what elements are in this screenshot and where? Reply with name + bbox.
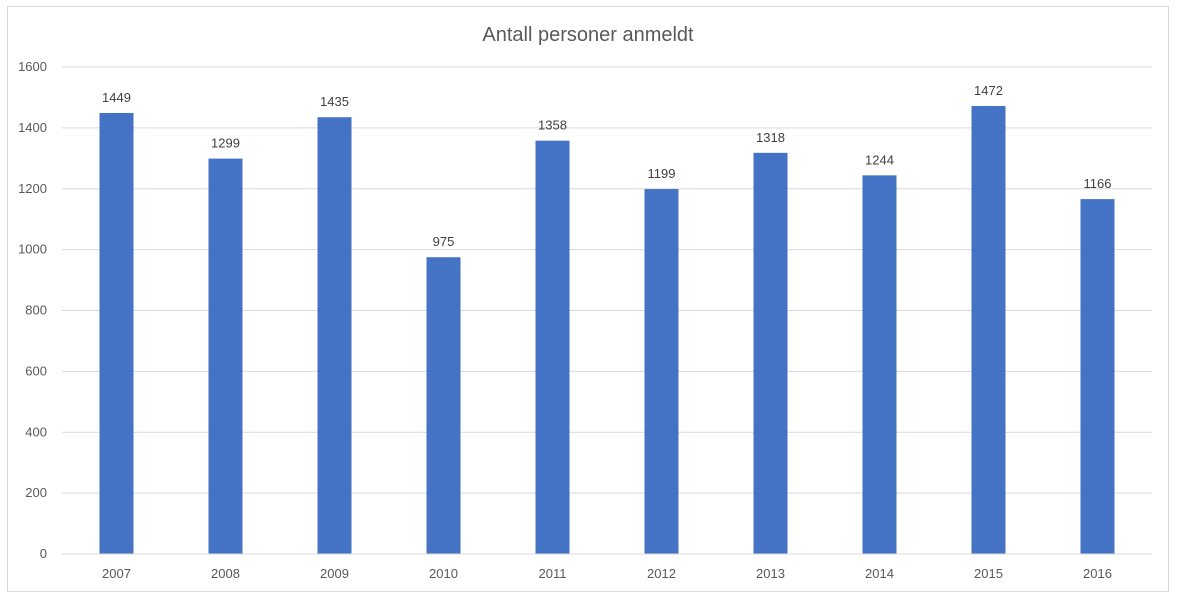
data-label: 1435 [320, 94, 349, 109]
bar-2014 [862, 175, 897, 555]
x-tick-label: 2012 [647, 566, 676, 581]
x-tick-label: 2011 [539, 566, 567, 581]
data-label: 1199 [648, 166, 676, 181]
y-tick-label: 200 [25, 485, 47, 500]
x-tick-label: 2009 [320, 566, 349, 581]
data-labels: 1449 1299 1435 975 1358 1199 1318 1244 1472 1166 [102, 83, 1111, 249]
bars [99, 105, 1115, 555]
x-tick-label: 2010 [429, 566, 458, 581]
gridlines [62, 66, 1152, 494]
y-tick-label: 1400 [18, 120, 47, 135]
data-label: 975 [433, 234, 455, 249]
x-tick-label: 2014 [865, 566, 894, 581]
y-tick-label: 400 [25, 424, 47, 439]
x-tick-label: 2008 [211, 566, 240, 581]
x-tick-label: 2007 [102, 566, 131, 581]
x-tick-label: 2015 [974, 566, 1003, 581]
bar-2011 [535, 140, 570, 554]
data-label: 1318 [756, 130, 785, 145]
y-tick-label: 1200 [18, 181, 47, 196]
data-label: 1299 [211, 136, 240, 151]
y-tick-label: 0 [40, 546, 47, 561]
y-tick-label: 1600 [18, 59, 47, 74]
y-axis-ticks: 0 200 400 600 800 1000 1200 1400 1600 [18, 59, 47, 561]
bar-2007 [99, 112, 134, 554]
bar-2013 [753, 152, 788, 555]
y-tick-label: 1000 [18, 242, 47, 257]
data-label: 1244 [865, 152, 894, 167]
bar-2009 [317, 117, 352, 555]
bar-2016 [1080, 199, 1115, 554]
bar-2012 [644, 189, 679, 554]
chart-title: Antall personer anmeldt [482, 24, 694, 46]
x-axis-ticks: 2007 2008 2009 2010 2011 2012 2013 2014 2015 2016 [102, 566, 1112, 581]
data-label: 1166 [1084, 176, 1112, 191]
y-tick-label: 800 [25, 303, 47, 318]
bar-2008 [208, 158, 243, 554]
y-tick-label: 600 [25, 363, 47, 378]
data-label: 1358 [538, 118, 567, 133]
bar-2010 [426, 257, 461, 554]
x-tick-label: 2016 [1083, 566, 1112, 581]
bar-2015 [971, 105, 1006, 555]
data-label: 1449 [102, 90, 131, 105]
x-tick-label: 2013 [756, 566, 785, 581]
data-label: 1472 [974, 83, 1003, 98]
